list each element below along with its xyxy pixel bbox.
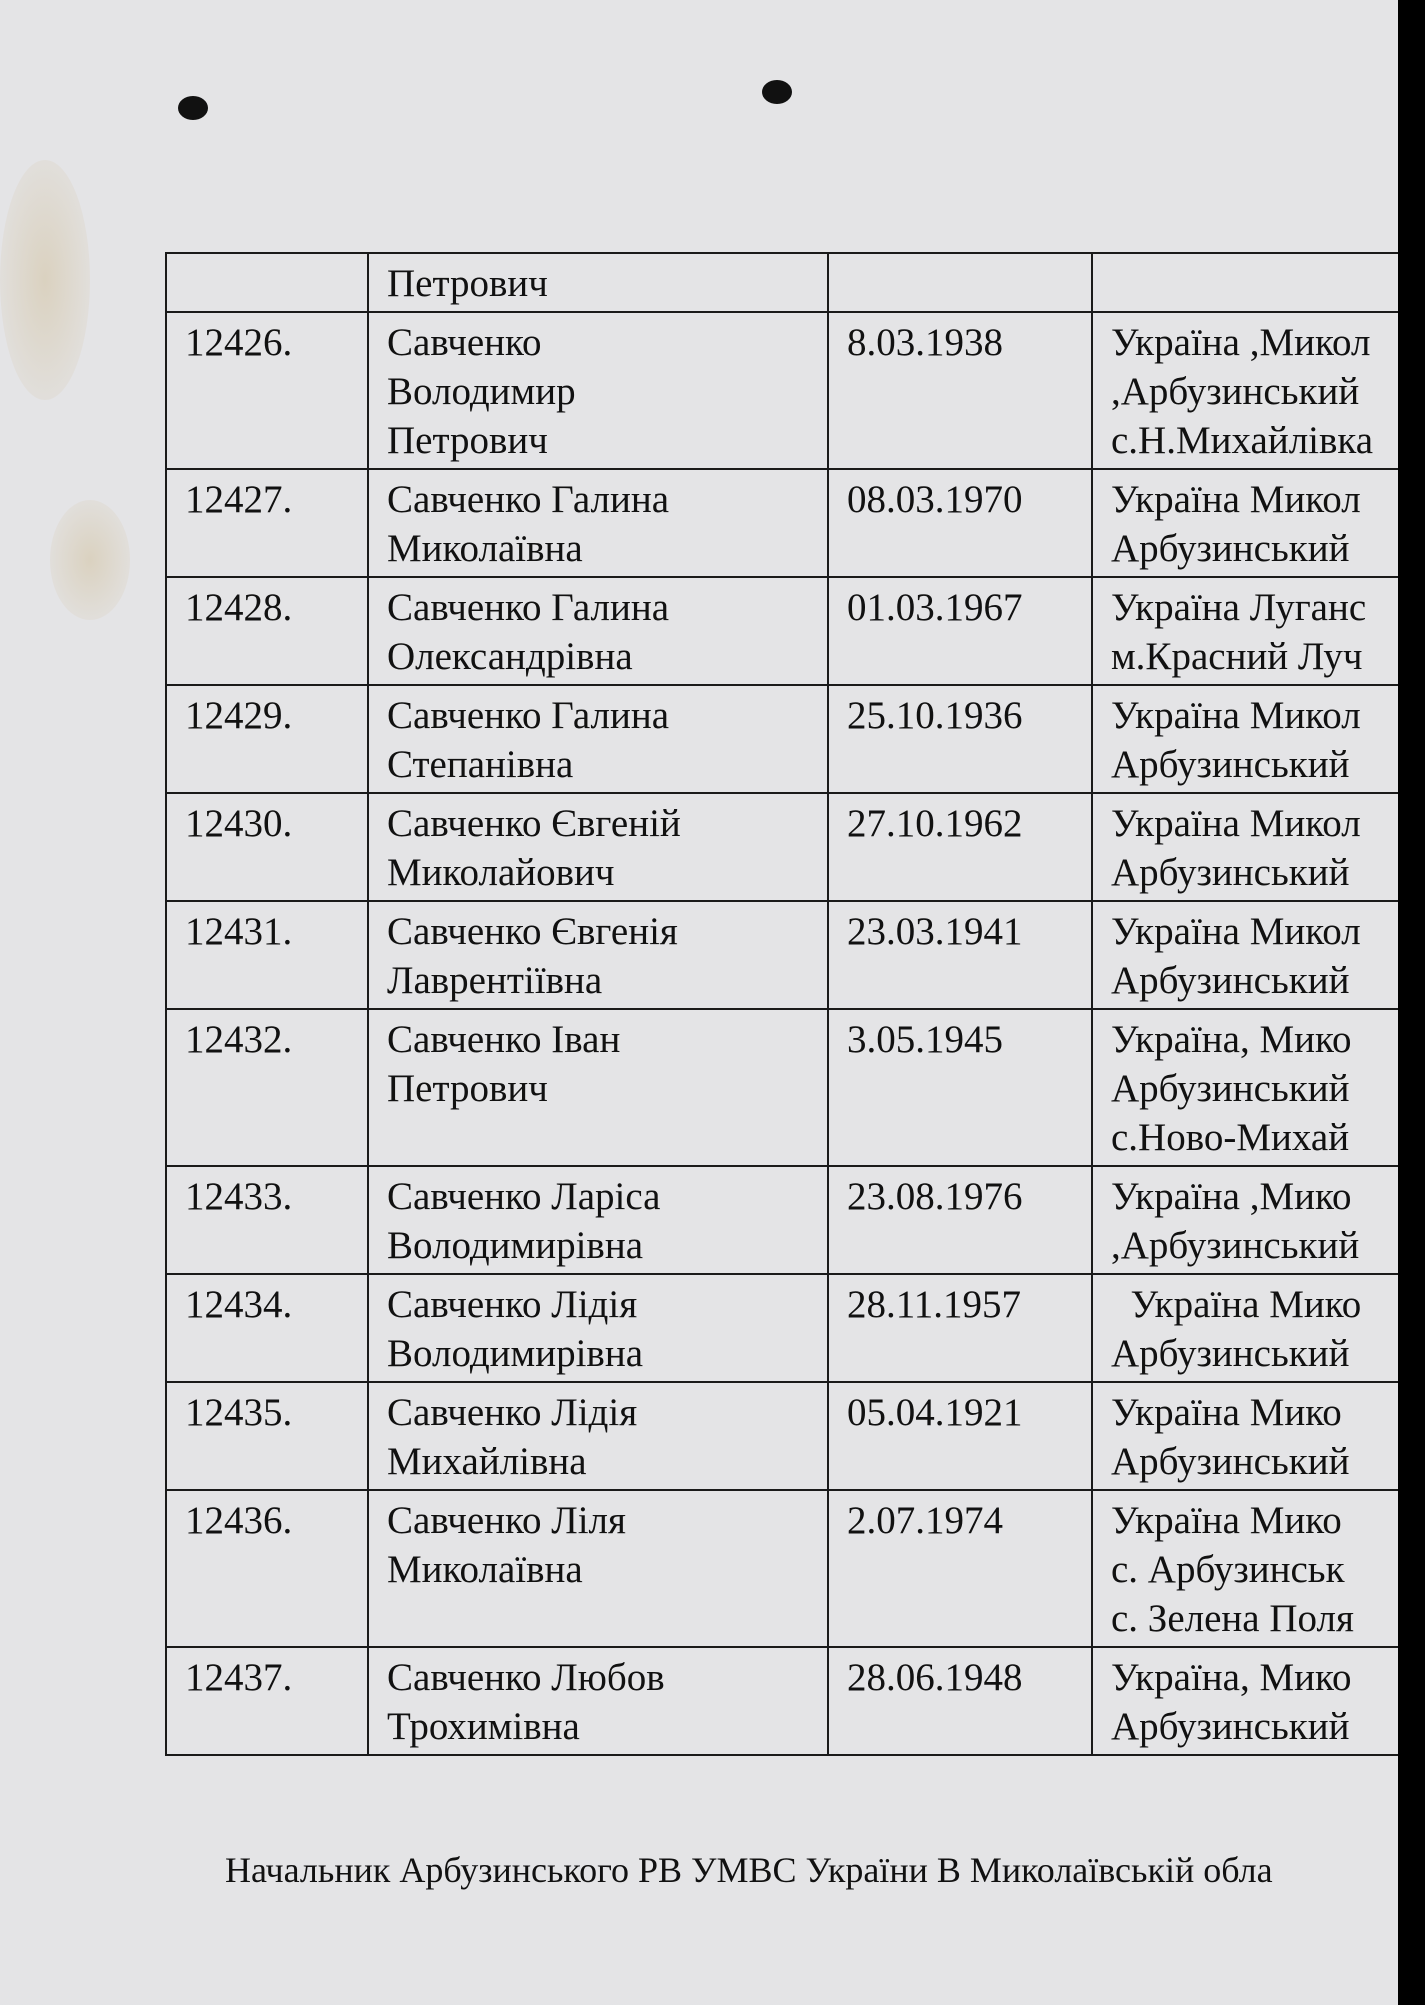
birth-date-cell: 8.03.1938	[827, 311, 1093, 470]
paper-stain	[50, 500, 130, 620]
record-number-cell: 12436.	[165, 1489, 369, 1648]
table-row: 12434. Савченко Лідія Володимирівна 28.11.…	[165, 1273, 1398, 1383]
record-number-cell: 12428.	[165, 576, 369, 686]
table-row: 12431. Савченко Євгенія Лаврентіївна 23.03…	[165, 900, 1398, 1010]
record-number-cell: 12429.	[165, 684, 369, 794]
person-name-cell: Савченко Лідія Володимирівна	[367, 1273, 829, 1383]
person-name-cell: Савченко Лідія Михайлівна	[367, 1381, 829, 1491]
address-cell: Україна Микол Арбузинський	[1091, 900, 1398, 1010]
person-name-cell: Савченко Євгеній Миколайович	[367, 792, 829, 902]
record-number-cell: 12430.	[165, 792, 369, 902]
record-number-cell: 12437.	[165, 1646, 369, 1756]
table-row: 12427. Савченко Галина Миколаївна 08.03.19…	[165, 468, 1398, 578]
address-cell: Україна Микол Арбузинський	[1091, 792, 1398, 902]
table-row: 12428. Савченко Галина Олександрівна 01.03…	[165, 576, 1398, 686]
paper-stain	[0, 160, 90, 400]
address-cell: Україна Мико с. Арбузинськ с. Зелена Пол…	[1091, 1489, 1398, 1648]
table-row: 12436. Савченко Ліля Миколаївна 2.07.1974 У…	[165, 1489, 1398, 1648]
person-name-cell: Савченко Ліля Миколаївна	[367, 1489, 829, 1648]
address-cell: Україна Луганс м.Красний Луч	[1091, 576, 1398, 686]
birth-date-cell: 23.03.1941	[827, 900, 1093, 1010]
person-name-cell: Савченко Любов Трохимівна	[367, 1646, 829, 1756]
person-name-cell: Петрович	[367, 252, 829, 313]
birth-date-cell: 28.06.1948	[827, 1646, 1093, 1756]
person-name-cell: Савченко Євгенія Лаврентіївна	[367, 900, 829, 1010]
address-cell: Україна, Мико Арбузинський с.Ново-Михай	[1091, 1008, 1398, 1167]
record-number-cell: 12432.	[165, 1008, 369, 1167]
table-row: 12430. Савченко Євгеній Миколайович 27.10.…	[165, 792, 1398, 902]
birth-date-cell: 25.10.1936	[827, 684, 1093, 794]
record-number-cell: 12434.	[165, 1273, 369, 1383]
address-cell: Україна Микол Арбузинський	[1091, 684, 1398, 794]
birth-date-cell: 2.07.1974	[827, 1489, 1093, 1648]
records-table: Петрович 12426. Савченко Володимир Петрови…	[165, 252, 1398, 1756]
person-name-cell: Савченко Володимир Петрович	[367, 311, 829, 470]
table-row: 12437. Савченко Любов Трохимівна 28.06.194…	[165, 1646, 1398, 1756]
birth-date-cell: 01.03.1967	[827, 576, 1093, 686]
record-number-cell: 12433.	[165, 1165, 369, 1275]
table-row: 12433. Савченко Ларіса Володимирівна 23.08…	[165, 1165, 1398, 1275]
table-row: 12432. Савченко Іван Петрович 3.05.1945 Укр…	[165, 1008, 1398, 1167]
address-cell: Україна, Мико Арбузинський	[1091, 1646, 1398, 1756]
record-number-cell: 12435.	[165, 1381, 369, 1491]
record-number-cell	[165, 252, 369, 313]
person-name-cell: Савченко Галина Миколаївна	[367, 468, 829, 578]
person-name-cell: Савченко Іван Петрович	[367, 1008, 829, 1167]
address-cell	[1091, 252, 1398, 313]
birth-date-cell	[827, 252, 1093, 313]
record-number-cell: 12426.	[165, 311, 369, 470]
record-number-cell: 12431.	[165, 900, 369, 1010]
birth-date-cell: 28.11.1957	[827, 1273, 1093, 1383]
address-cell: Україна Мико Арбузинський	[1091, 1381, 1398, 1491]
address-cell: Україна ,Микол ,Арбузинський с.Н.Михайлі…	[1091, 311, 1398, 470]
table-row: 12429. Савченко Галина Степанівна 25.10.19…	[165, 684, 1398, 794]
person-name-cell: Савченко Галина Степанівна	[367, 684, 829, 794]
person-name-cell: Савченко Ларіса Володимирівна	[367, 1165, 829, 1275]
signature-line: Начальник Арбузинського РВ УМВС України …	[225, 1850, 1273, 1890]
record-number-cell: 12427.	[165, 468, 369, 578]
table-row: 12426. Савченко Володимир Петрович 8.03.19…	[165, 311, 1398, 470]
birth-date-cell: 23.08.1976	[827, 1165, 1093, 1275]
address-cell: Україна Микол Арбузинський	[1091, 468, 1398, 578]
table-row: 12435. Савченко Лідія Михайлівна 05.04.192…	[165, 1381, 1398, 1491]
table-row: Петрович	[165, 252, 1398, 313]
address-cell: Україна ,Мико ,Арбузинський	[1091, 1165, 1398, 1275]
birth-date-cell: 3.05.1945	[827, 1008, 1093, 1167]
birth-date-cell: 08.03.1970	[827, 468, 1093, 578]
person-name-cell: Савченко Галина Олександрівна	[367, 576, 829, 686]
birth-date-cell: 05.04.1921	[827, 1381, 1093, 1491]
address-cell: Україна Мико Арбузинський	[1091, 1273, 1398, 1383]
punch-hole	[762, 80, 792, 104]
birth-date-cell: 27.10.1962	[827, 792, 1093, 902]
punch-hole	[178, 96, 208, 120]
